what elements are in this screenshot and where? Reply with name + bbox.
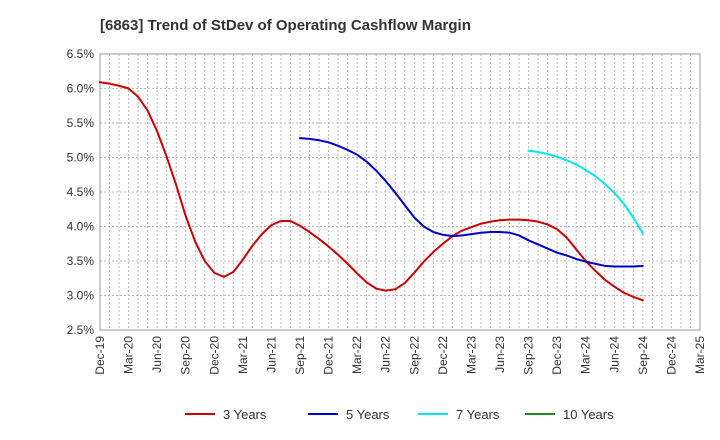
x-tick-label: Mar-25 [693, 336, 707, 374]
x-tick-label: Dec-20 [207, 336, 221, 375]
y-tick-label: 6.5% [67, 47, 95, 61]
y-tick-label: 3.5% [67, 254, 95, 268]
legend-label: 5 Years [346, 407, 390, 422]
y-tick-label: 4.0% [67, 220, 95, 234]
series-lines [99, 81, 644, 302]
x-tick-label: Dec-24 [664, 336, 678, 375]
legend-label: 7 Years [456, 407, 500, 422]
y-tick-label: 4.5% [67, 185, 95, 199]
legend-label: 3 Years [223, 407, 267, 422]
x-axis: Dec-19 Mar-20 Jun-20 Sep-20 Dec-20 Mar-21 Jun-… [93, 336, 707, 375]
x-tick-label: Mar-20 [122, 336, 136, 374]
x-tick-label: Jun-24 [607, 336, 621, 373]
legend-item: 10 Years [525, 407, 614, 422]
x-tick-label: Jun-21 [264, 336, 278, 373]
x-tick-label: Mar-21 [236, 336, 250, 374]
y-tick-label: 5.5% [67, 116, 95, 130]
legend-item: 5 Years [308, 407, 390, 422]
x-tick-label: Jun-23 [493, 336, 507, 373]
x-tick-label: Dec-21 [322, 336, 336, 375]
y-axis: 2.5% 3.0% 3.5% 4.0% 4.5% 5.0% 5.5% 6.0% 6.5% [67, 47, 95, 337]
x-tick-label: Sep-23 [522, 336, 536, 375]
series-line-5-years [299, 137, 644, 268]
x-tick-label: Sep-22 [407, 336, 421, 375]
x-tick-label: Dec-23 [550, 336, 564, 375]
legend: 3 Years 5 Years 7 Years 10 Years [185, 407, 614, 422]
x-tick-label: Mar-24 [579, 336, 593, 374]
x-tick-label: Jun-22 [379, 336, 393, 373]
y-tick-label: 3.0% [67, 289, 95, 303]
x-tick-label: Mar-23 [464, 336, 478, 374]
chart-title: [6863] Trend of StDev of Operating Cashf… [100, 17, 471, 34]
x-tick-label: Sep-20 [179, 336, 193, 375]
x-tick-label: Jun-20 [150, 336, 164, 373]
y-tick-label: 6.0% [67, 82, 95, 96]
x-tick-label: Mar-22 [350, 336, 364, 374]
x-tick-label: Dec-22 [436, 336, 450, 375]
x-tick-label: Sep-21 [293, 336, 307, 375]
y-tick-label: 2.5% [67, 323, 95, 337]
legend-item: 3 Years [185, 407, 267, 422]
x-tick-label: Dec-19 [93, 336, 107, 375]
y-tick-label: 5.0% [67, 151, 95, 165]
legend-label: 10 Years [563, 407, 614, 422]
series-line-3-years [99, 81, 644, 302]
legend-item: 7 Years [418, 407, 500, 422]
gridlines [100, 54, 700, 330]
series-line-7-years [527, 149, 644, 235]
x-tick-label: Sep-24 [636, 336, 650, 375]
plot-border [99, 53, 701, 331]
